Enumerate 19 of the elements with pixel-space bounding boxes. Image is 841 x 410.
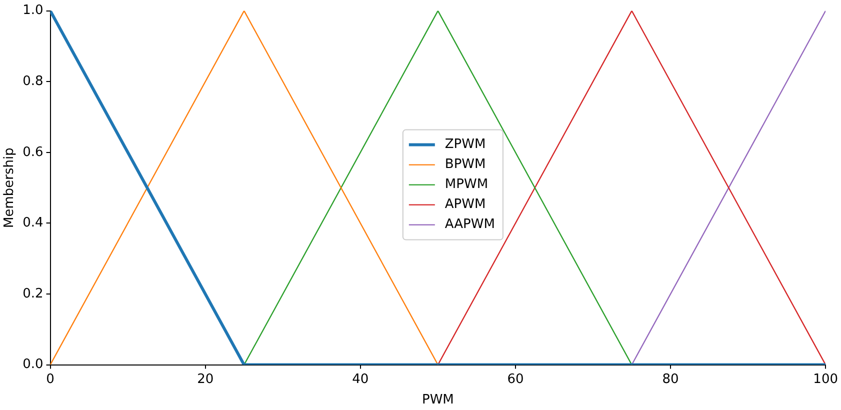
y-tick-label: 0.6 <box>22 144 44 160</box>
y-axis-title: Membership <box>2 148 18 228</box>
x-tick-label: 20 <box>197 372 214 387</box>
y-tick-label: 0.4 <box>22 216 44 231</box>
x-tick-label: 100 <box>813 372 838 387</box>
x-tick-label: 0 <box>46 372 54 387</box>
legend-label: BPWM <box>444 157 486 172</box>
legend-label: AAPWM <box>444 217 495 232</box>
y-tick-label: 0.2 <box>22 286 44 302</box>
x-axis-title: PWM <box>422 392 454 408</box>
y-tick-label: 0.0 <box>22 357 44 372</box>
x-tick-label: 80 <box>662 372 679 387</box>
legend-label: ZPWM <box>444 137 486 152</box>
legend-label: APWM <box>444 197 486 212</box>
y-tick-label: 0.8 <box>22 74 44 89</box>
y-tick-label: 1.0 <box>22 3 44 18</box>
x-tick-label: 60 <box>507 372 524 387</box>
legend-label: MPWM <box>444 177 488 192</box>
x-tick-label: 40 <box>352 372 369 387</box>
